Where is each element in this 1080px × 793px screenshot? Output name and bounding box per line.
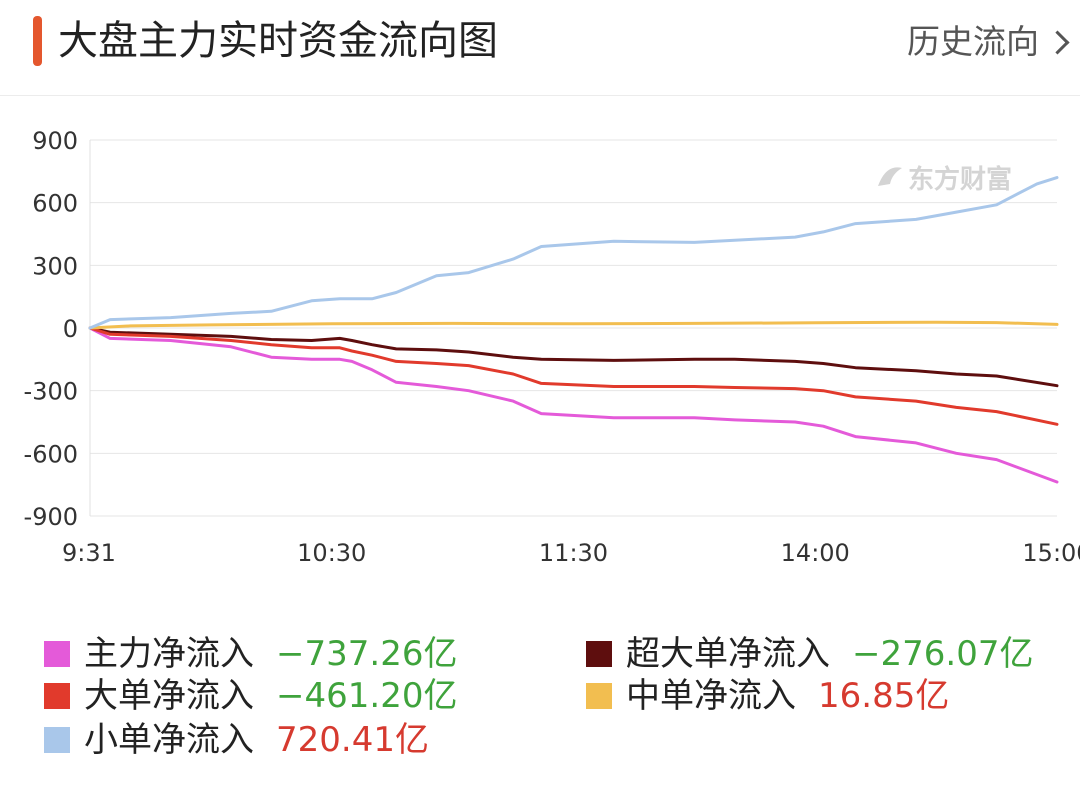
y-tick-label: 900 bbox=[32, 127, 78, 155]
y-tick-label: -900 bbox=[24, 503, 78, 531]
series-line-中单净流入 bbox=[88, 320, 1059, 330]
legend-swatch bbox=[586, 641, 612, 667]
history-flow-link[interactable]: 历史流向 bbox=[907, 18, 1070, 66]
legend-value: −461.20亿 bbox=[276, 676, 458, 716]
header: 大盘主力实时资金流向图 历史流向 bbox=[0, 0, 1080, 96]
x-tick-label: 11:30 bbox=[539, 539, 608, 567]
legend-swatch bbox=[44, 727, 70, 753]
y-tick-label: -600 bbox=[24, 440, 78, 468]
fund-flow-chart: 900 600 300 0 -300 -600 -900 9:31 10:30 11:30 14:0… bbox=[24, 127, 1080, 567]
y-tick-label: 0 bbox=[63, 315, 78, 343]
series-line-主力净流入 bbox=[88, 326, 1059, 484]
chevron-right-icon bbox=[1045, 29, 1070, 55]
legend-swatch bbox=[44, 683, 70, 709]
legend-label: 主力净流入 bbox=[84, 634, 254, 674]
x-tick-label: 15:00 bbox=[1022, 539, 1080, 567]
legend: 主力净流入 −737.26亿 超大单净流入 −276.07亿 大单净流入 −46… bbox=[0, 622, 1080, 792]
legend-label: 超大单净流入 bbox=[626, 634, 830, 674]
legend-item-medium: 中单净流入 16.85亿 bbox=[586, 674, 949, 718]
legend-swatch bbox=[44, 641, 70, 667]
history-flow-label: 历史流向 bbox=[907, 22, 1039, 61]
series-line-大单净流入 bbox=[88, 326, 1059, 426]
y-tick-label: 600 bbox=[32, 190, 78, 218]
legend-label: 大单净流入 bbox=[84, 676, 254, 716]
legend-swatch bbox=[586, 683, 612, 709]
y-tick-label: 300 bbox=[32, 252, 78, 280]
y-tick-label: -300 bbox=[24, 378, 78, 406]
legend-item-main: 主力净流入 −737.26亿 bbox=[44, 632, 457, 676]
x-tick-label: 10:30 bbox=[297, 539, 366, 567]
watermark-logo-icon bbox=[878, 167, 902, 186]
legend-value: 16.85亿 bbox=[818, 676, 950, 716]
legend-item-super-large: 超大单净流入 −276.07亿 bbox=[586, 632, 1033, 676]
x-tick-label: 14:00 bbox=[781, 539, 850, 567]
legend-label: 小单净流入 bbox=[84, 720, 254, 760]
page-title: 大盘主力实时资金流向图 bbox=[58, 18, 498, 64]
legend-value: 720.41亿 bbox=[276, 720, 429, 760]
watermark-text: 东方财富 bbox=[908, 164, 1012, 195]
legend-item-large: 大单净流入 −461.20亿 bbox=[44, 674, 457, 718]
series-line-超大单净流入 bbox=[88, 326, 1059, 388]
legend-item-small: 小单净流入 720.41亿 bbox=[44, 718, 429, 762]
legend-value: −737.26亿 bbox=[276, 634, 458, 674]
x-tick-label: 9:31 bbox=[62, 539, 116, 567]
series-line-小单净流入 bbox=[88, 176, 1059, 330]
legend-value: −276.07亿 bbox=[852, 634, 1034, 674]
title-accent-bar bbox=[33, 16, 42, 66]
legend-label: 中单净流入 bbox=[626, 676, 796, 716]
